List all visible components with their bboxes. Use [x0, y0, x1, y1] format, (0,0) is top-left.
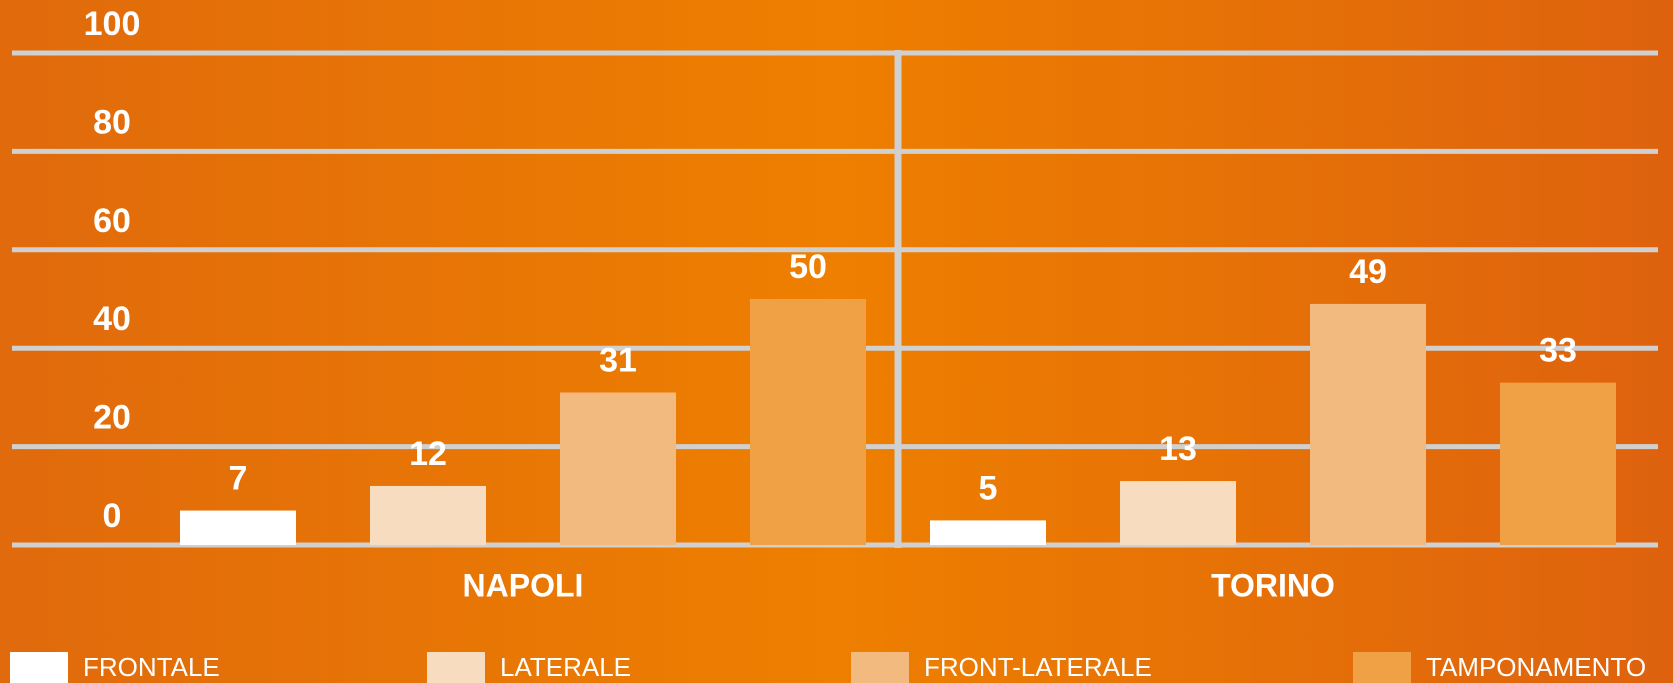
- value-label: 13: [1159, 430, 1197, 468]
- value-label: 49: [1349, 253, 1387, 291]
- y-tick-label: 20: [93, 399, 131, 437]
- value-label: 50: [789, 248, 827, 286]
- bar: [930, 520, 1046, 545]
- bar: [180, 510, 296, 545]
- x-tick-label: TORINO: [1211, 567, 1335, 603]
- legend-label: LATERALE: [500, 652, 631, 682]
- value-label: 12: [409, 435, 447, 473]
- y-tick-label: 0: [103, 497, 122, 535]
- legend-swatch: [851, 652, 909, 683]
- marks: NAPOLI 7 12 31 50 TORINO 5 13 49 33: [180, 248, 1616, 603]
- legend-swatch: [1353, 652, 1411, 683]
- bar: [370, 485, 486, 545]
- legend-label: FRONTALE: [83, 652, 220, 682]
- bar: [1310, 303, 1426, 545]
- bar: [750, 299, 866, 545]
- value-label: 5: [979, 469, 998, 507]
- bar: [1120, 481, 1236, 545]
- bar: [560, 392, 676, 545]
- bar: [1500, 382, 1616, 545]
- legend-swatch: [427, 652, 485, 683]
- legend-label: TAMPONAMENTO: [1426, 652, 1646, 682]
- legend-swatch: [10, 652, 68, 683]
- y-tick-label: 40: [93, 300, 131, 338]
- y-tick-label: 100: [84, 5, 141, 43]
- value-label: 31: [599, 341, 637, 379]
- value-label: 7: [229, 460, 248, 498]
- x-tick-label: NAPOLI: [463, 567, 584, 603]
- y-tick-label: 60: [93, 202, 131, 240]
- value-label: 33: [1539, 332, 1577, 370]
- y-tick-label: 80: [93, 103, 131, 141]
- legend-label: FRONT-LATERALE: [924, 652, 1152, 682]
